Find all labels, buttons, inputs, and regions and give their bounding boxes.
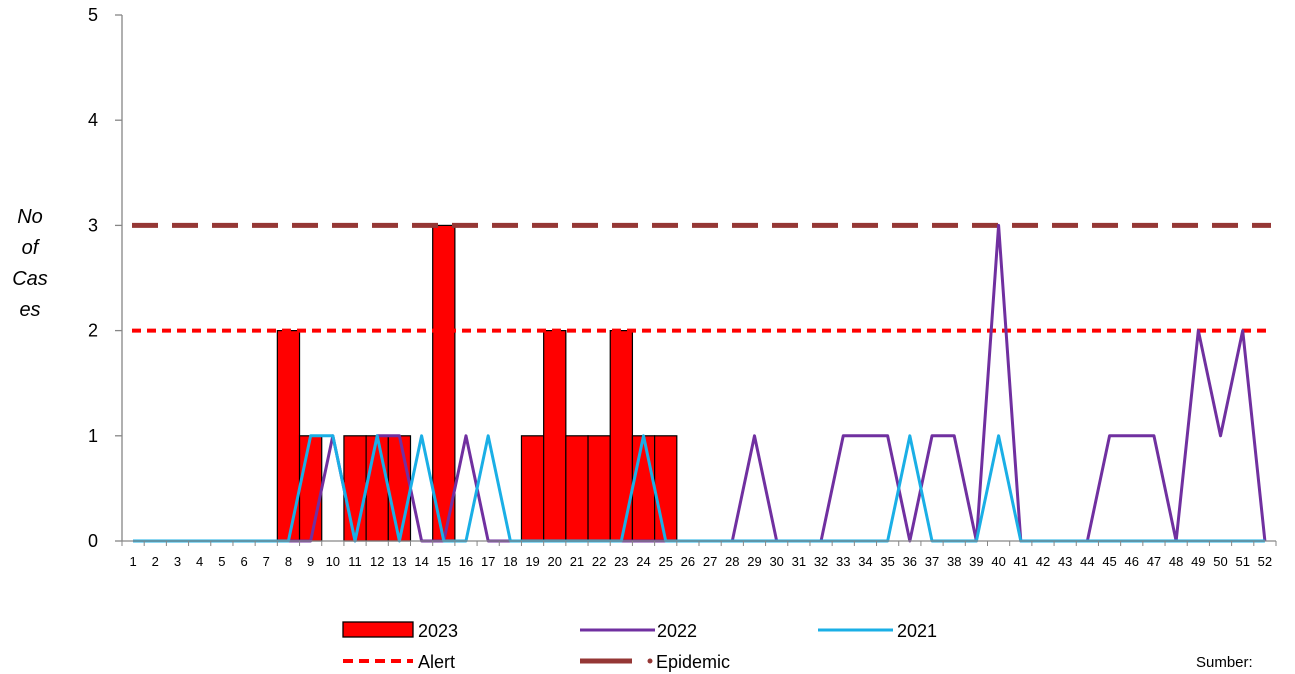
x-tick-label-15: 15	[437, 554, 451, 569]
x-tick-label-21: 21	[570, 554, 584, 569]
bar-2023-week-15	[432, 224, 456, 542]
x-tick-label-34: 34	[858, 554, 872, 569]
y-axis-label-line: No	[17, 206, 43, 228]
bar-2023-week-11	[343, 435, 367, 542]
x-tick-label-52: 52	[1258, 554, 1272, 569]
y-tick-label-3: 3	[88, 215, 98, 235]
x-tick-label-13: 13	[392, 554, 406, 569]
x-tick-label-30: 30	[769, 554, 783, 569]
bar-2023-week-22	[587, 435, 611, 542]
x-tick-label-6: 6	[240, 554, 247, 569]
x-tick-label-28: 28	[725, 554, 739, 569]
bar-2023-week-21	[565, 435, 589, 542]
x-tick-label-44: 44	[1080, 554, 1094, 569]
y-axis-label-line: Cas	[12, 268, 48, 290]
x-tick-label-24: 24	[636, 554, 650, 569]
x-tick-label-39: 39	[969, 554, 983, 569]
legend: 2023 2022 2021 Alert Epidemic	[342, 621, 937, 672]
bar-2023-week-12	[365, 435, 389, 542]
x-tick-label-41: 41	[1014, 554, 1028, 569]
x-tick-label-51: 51	[1235, 554, 1249, 569]
x-tick-label-5: 5	[218, 554, 225, 569]
x-tick-label-2: 2	[152, 554, 159, 569]
x-tick-label-23: 23	[614, 554, 628, 569]
y-tick-label-2: 2	[88, 321, 98, 341]
bar-2023-week-20	[543, 330, 567, 542]
x-tick-label-9: 9	[307, 554, 314, 569]
x-tick-label-40: 40	[991, 554, 1005, 569]
bar-2023-week-24	[631, 435, 656, 542]
legend-label-alert: Alert	[418, 652, 455, 672]
x-tick-label-19: 19	[525, 554, 539, 569]
x-tick-label-35: 35	[880, 554, 894, 569]
y-axis-label: No of Cas es	[12, 206, 48, 321]
x-tick-label-47: 47	[1147, 554, 1161, 569]
x-tick-label-12: 12	[370, 554, 384, 569]
x-tick-label-49: 49	[1191, 554, 1205, 569]
bar-2023-week-19	[520, 435, 545, 542]
legend-label-2021: 2021	[897, 621, 937, 641]
x-tick-label-3: 3	[174, 554, 181, 569]
y-axis-label-line: es	[19, 299, 40, 321]
x-tick-label-36: 36	[903, 554, 917, 569]
y-axis-label-line: of	[22, 237, 41, 259]
legend-label-epidemic: Epidemic	[656, 652, 730, 672]
x-tick-label-31: 31	[792, 554, 806, 569]
legend-label-2023: 2023	[418, 621, 458, 641]
x-tick-label-38: 38	[947, 554, 961, 569]
x-tick-label-20: 20	[548, 554, 562, 569]
x-tick-label-14: 14	[414, 554, 428, 569]
source-note: Sumber:	[1196, 654, 1253, 671]
x-tick-label-45: 45	[1102, 554, 1116, 569]
x-tick-label-16: 16	[459, 554, 473, 569]
threshold-lines	[132, 222, 1271, 333]
legend-label-2022: 2022	[657, 621, 697, 641]
x-tick-label-43: 43	[1058, 554, 1072, 569]
bar-2023-week-13	[387, 435, 412, 542]
y-tick-label-1: 1	[88, 426, 98, 446]
y-tick-label-0: 0	[88, 531, 98, 551]
x-tick-label-42: 42	[1036, 554, 1050, 569]
x-tick-label-46: 46	[1125, 554, 1139, 569]
x-tick-label-1: 1	[129, 554, 136, 569]
bar-2023-week-9	[298, 435, 323, 542]
x-tick-label-26: 26	[681, 554, 695, 569]
x-tick-label-50: 50	[1213, 554, 1227, 569]
x-tick-label-8: 8	[285, 554, 292, 569]
x-tick-label-37: 37	[925, 554, 939, 569]
x-tick-label-18: 18	[503, 554, 517, 569]
x-tick-label-7: 7	[263, 554, 270, 569]
x-tick-label-27: 27	[703, 554, 717, 569]
x-tick-label-22: 22	[592, 554, 606, 569]
x-tick-label-32: 32	[814, 554, 828, 569]
legend-swatch-epidemic-dot	[647, 658, 653, 664]
x-tick-label-17: 17	[481, 554, 495, 569]
x-tick-label-33: 33	[836, 554, 850, 569]
x-tick-label-11: 11	[348, 554, 362, 569]
y-tick-label-5: 5	[88, 5, 98, 25]
y-tick-label-4: 4	[88, 110, 98, 130]
x-tick-label-29: 29	[747, 554, 761, 569]
x-tick-label-10: 10	[326, 554, 340, 569]
x-tick-label-25: 25	[658, 554, 672, 569]
legend-swatch-2023	[342, 621, 414, 638]
x-tick-label-48: 48	[1169, 554, 1183, 569]
x-tick-label-4: 4	[196, 554, 203, 569]
bar-2023-week-25	[654, 435, 678, 542]
